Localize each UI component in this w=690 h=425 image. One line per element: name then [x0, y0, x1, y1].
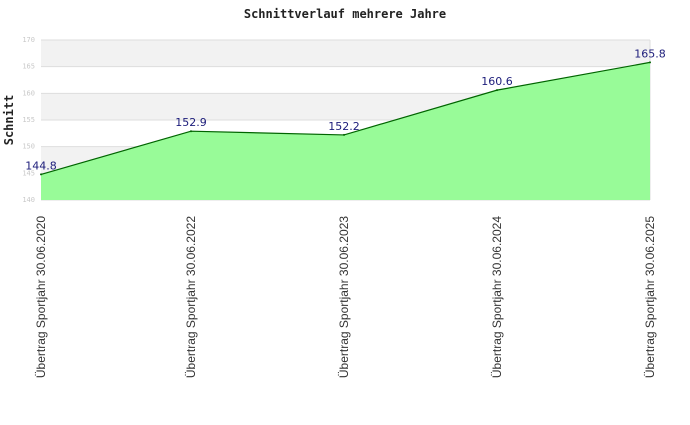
data-point: [496, 89, 498, 92]
y-tick-label: 140: [22, 196, 35, 204]
x-tick-label: Übertrag Sportjahr 30.06.2020: [34, 216, 48, 378]
data-labels: 144.8 152.9 152.2 160.6 165.8: [25, 47, 666, 172]
data-point: [343, 133, 345, 136]
plot-area: [40, 61, 651, 201]
x-tick-label: Übertrag Sportjahr 30.06.2025: [643, 216, 657, 378]
y-tick-label: 160: [22, 89, 35, 97]
data-label: 152.2: [328, 120, 360, 133]
data-label: 160.6: [481, 75, 513, 88]
y-tick-label: 170: [22, 36, 35, 44]
series-area: [41, 62, 650, 201]
y-tick-label: 165: [22, 63, 35, 71]
x-tick-label: Übertrag Sportjahr 30.06.2024: [490, 216, 504, 378]
chart-title: Schnittverlauf mehrere Jahre: [244, 7, 446, 21]
data-point: [649, 61, 651, 64]
y-tick-label: 145: [22, 169, 35, 177]
data-label: 152.9: [175, 116, 207, 129]
data-label: 144.8: [25, 159, 57, 172]
y-tick-label: 150: [22, 143, 35, 151]
x-axis-ticks: Übertrag Sportjahr 30.06.2020 Übertrag Sp…: [34, 216, 657, 378]
y-axis-label: Schnitt: [2, 95, 16, 146]
x-tick-label: Übertrag Sportjahr 30.06.2022: [184, 216, 198, 378]
x-tick-label: Übertrag Sportjahr 30.06.2023: [337, 216, 351, 378]
y-axis-ticks: 140 145 150 155 160 165 170: [22, 36, 35, 204]
data-label: 165.8: [634, 47, 666, 60]
data-point: [190, 130, 192, 133]
y-tick-label: 155: [22, 116, 35, 124]
background-band: [41, 40, 650, 67]
data-point: [40, 173, 42, 176]
